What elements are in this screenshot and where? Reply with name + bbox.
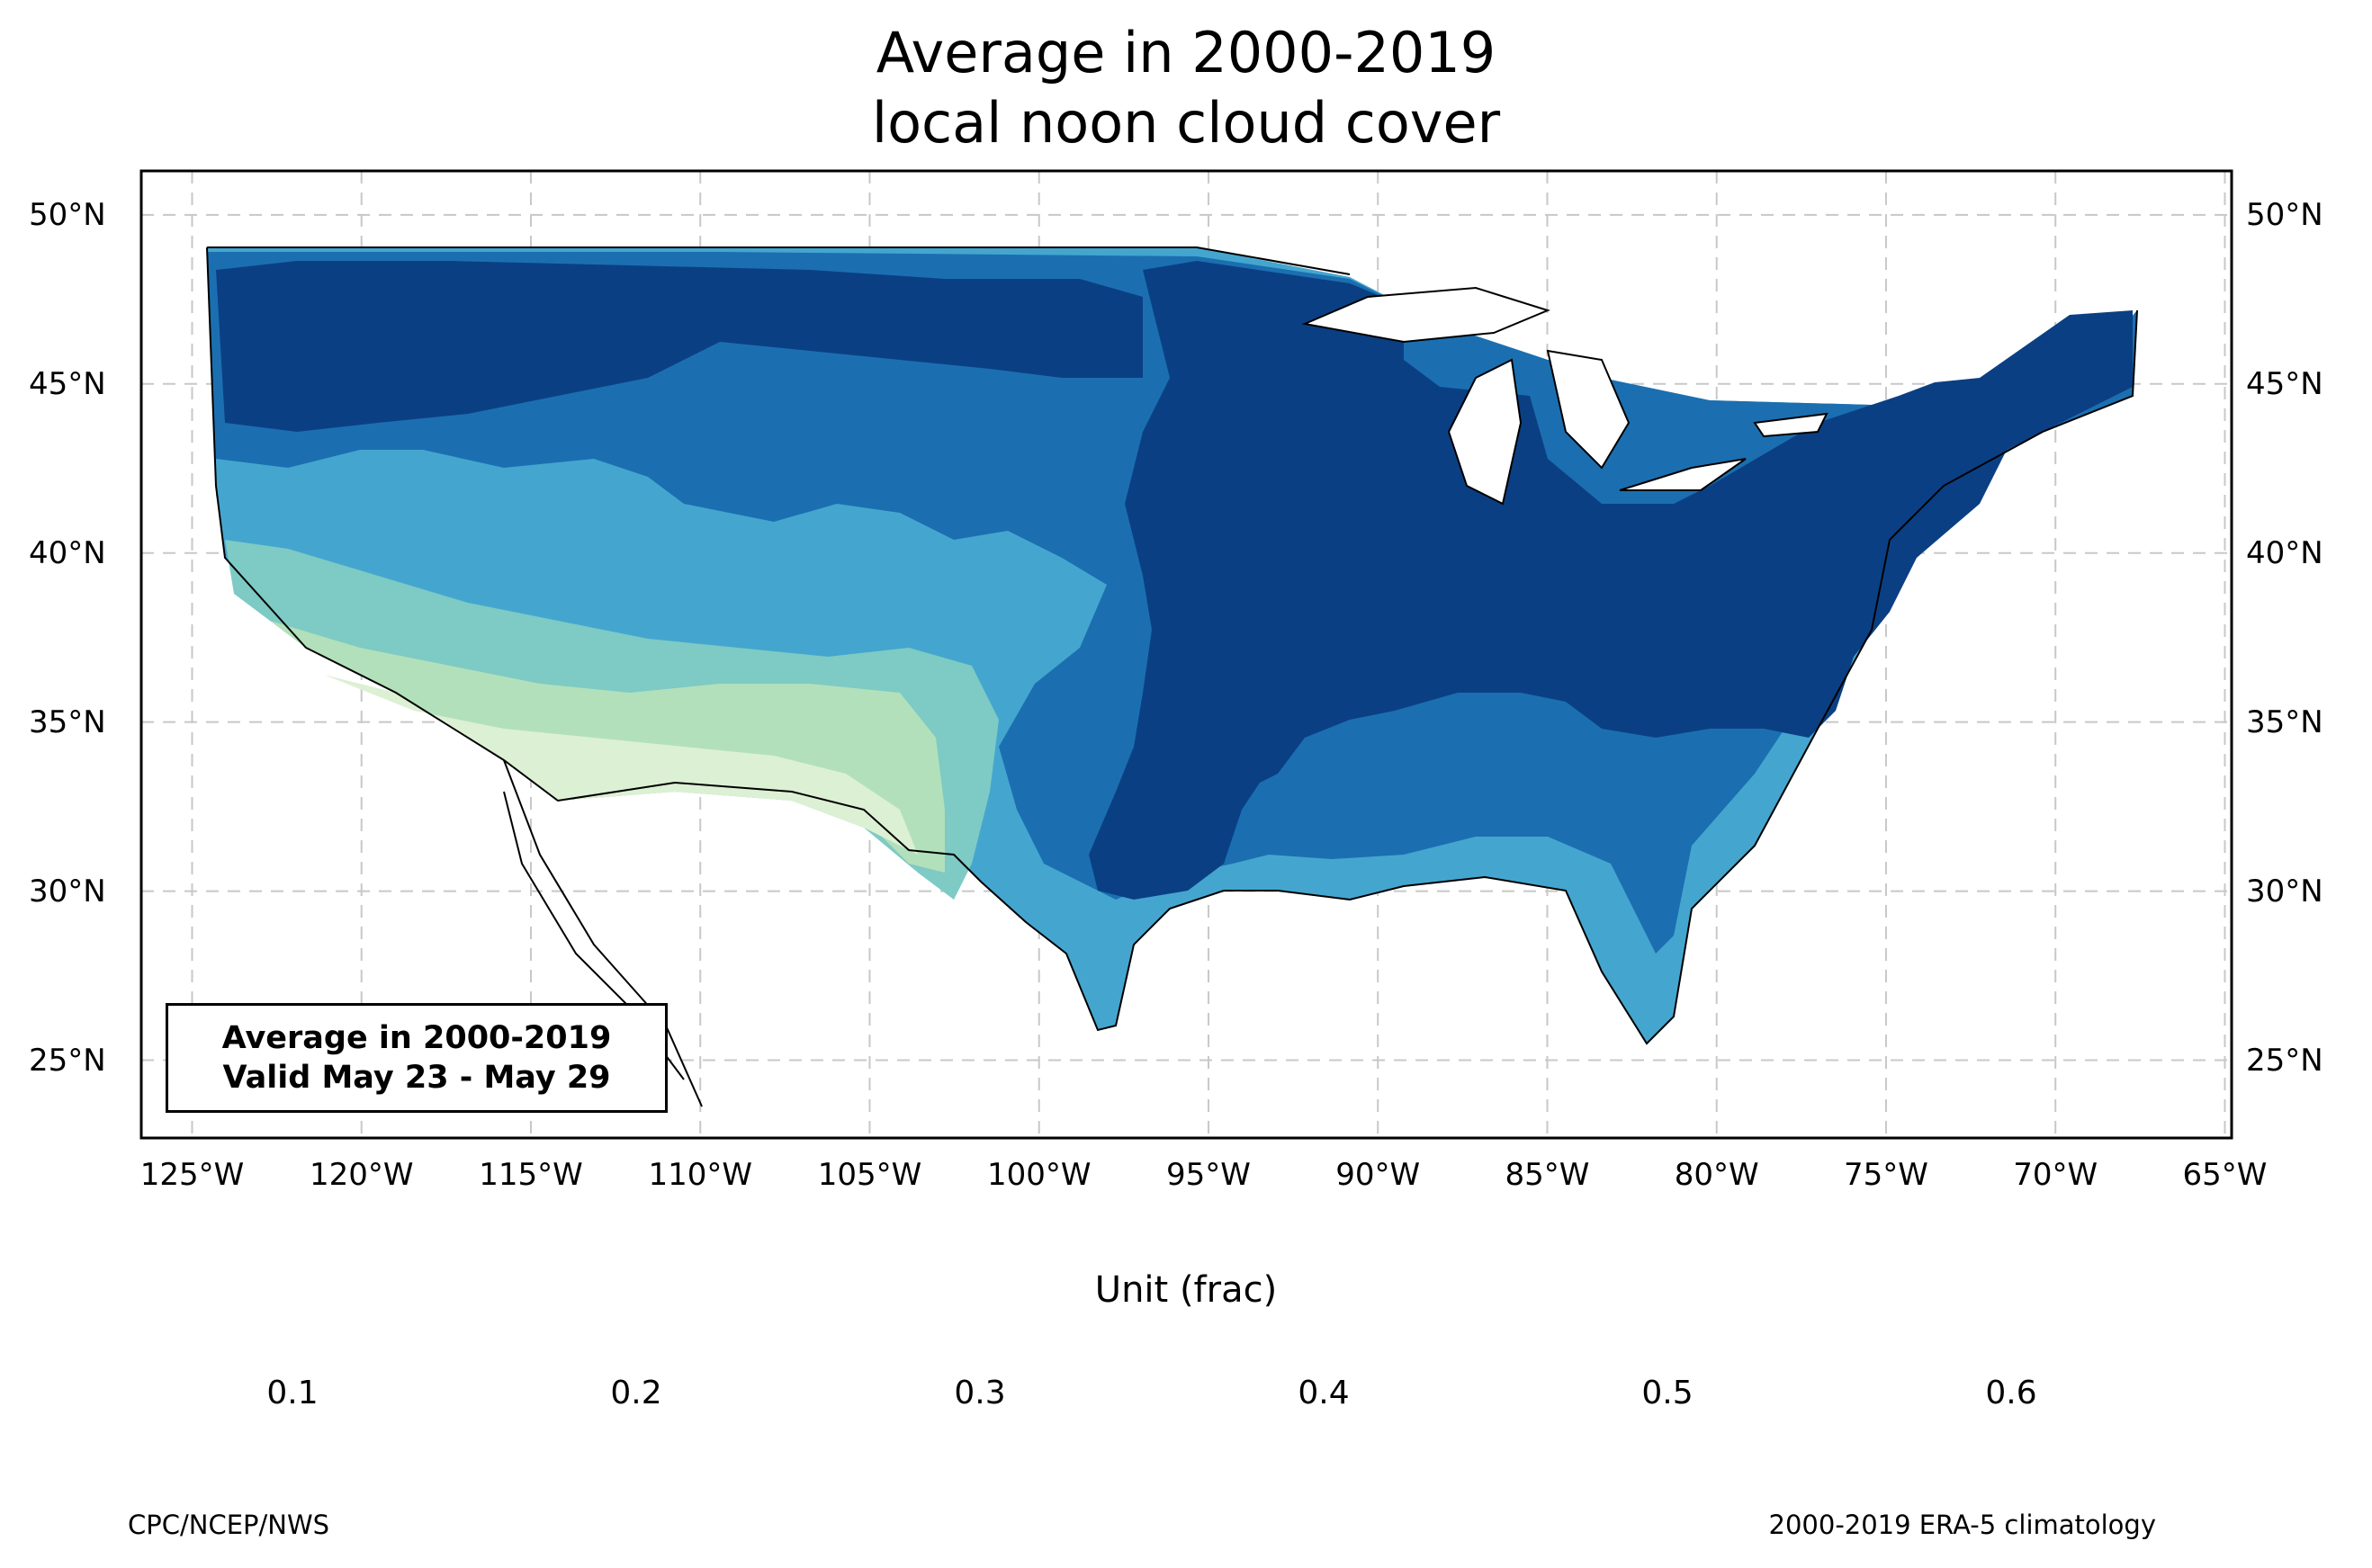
lon-tick-label: 120°W [309,1157,414,1193]
lon-tick-label: 85°W [1505,1157,1590,1193]
coastlines-and-borders [206,246,2138,1107]
footer-credit: CPC/NCEP/NWS [128,1510,330,1540]
footer-source: 2000-2019 ERA-5 climatology [1768,1510,2156,1540]
canada-us-border [207,246,1351,275]
lat-tick-label-right: 35°N [2246,703,2323,740]
lat-tick-label-right: 50°N [2246,196,2323,233]
lon-tick-label: 110°W [648,1157,752,1193]
lat-tick-label-left: 30°N [29,873,106,909]
lon-tick-label: 70°W [2013,1157,2098,1193]
mexico-coast [503,759,703,1107]
lake-superior [1301,286,1550,344]
fill-level-above-0.6-east [1089,261,2133,900]
chart-title-line2: local noon cloud cover [871,90,1501,156]
fill-level-0.1-0.2 [324,675,918,855]
colorbar-label: Unit (frac) [1094,1269,1278,1311]
lon-tick-label: 95°W [1166,1157,1251,1193]
map-frame [139,169,2233,1140]
lat-tick-label-left: 50°N [29,196,106,233]
chart-title-line1: Average in 2000-2019 [876,20,1496,85]
lat-tick-label-right: 45°N [2246,365,2323,402]
colorbar-tick-label: 0.5 [1641,1375,1694,1411]
colorbar-tick-label: 0.1 [266,1375,319,1411]
lon-tick-label: 125°W [139,1157,245,1193]
us-outline [206,246,2138,1045]
lake-michigan [1447,358,1523,506]
lon-tick-label: 65°W [2182,1157,2268,1193]
info-box-line1: Average in 2000-2019 [221,1020,612,1056]
fill-level-above-0.6-northwest [216,261,1143,432]
colorbar-tick-label: 0.3 [954,1375,1006,1411]
info-box: Average in 2000-2019 Valid May 23 - May … [166,1003,668,1113]
lon-tick-label: 90°W [1335,1157,1421,1193]
colorbar-tick-label: 0.2 [610,1375,662,1411]
lon-tick-label: 80°W [1674,1157,1759,1193]
info-box-line2: Valid May 23 - May 29 [222,1060,611,1096]
lat-tick-label-left: 25°N [29,1042,106,1079]
cloud-cover-map [139,169,2233,1140]
lake-huron [1546,349,1631,470]
colorbar-tick-label: 0.6 [1985,1375,2037,1411]
lat-tick-label-right: 30°N [2246,873,2323,909]
lat-tick-label-left: 45°N [29,365,106,402]
cloud-cover-fill [207,247,2137,1044]
lon-tick-label: 115°W [479,1157,583,1193]
lat-tick-label-right: 25°N [2246,1042,2323,1079]
lat-tick-label-left: 40°N [29,534,106,571]
lake-erie [1619,458,1747,491]
lat-tick-label-right: 40°N [2246,534,2323,571]
lon-tick-label: 100°W [986,1157,1092,1193]
lake-ontario [1753,412,1828,438]
lat-tick-label-left: 35°N [29,703,106,740]
lon-tick-label: 75°W [1844,1157,1928,1193]
lon-tick-label: 105°W [817,1157,922,1193]
colorbar-tick-label: 0.4 [1298,1375,1350,1411]
